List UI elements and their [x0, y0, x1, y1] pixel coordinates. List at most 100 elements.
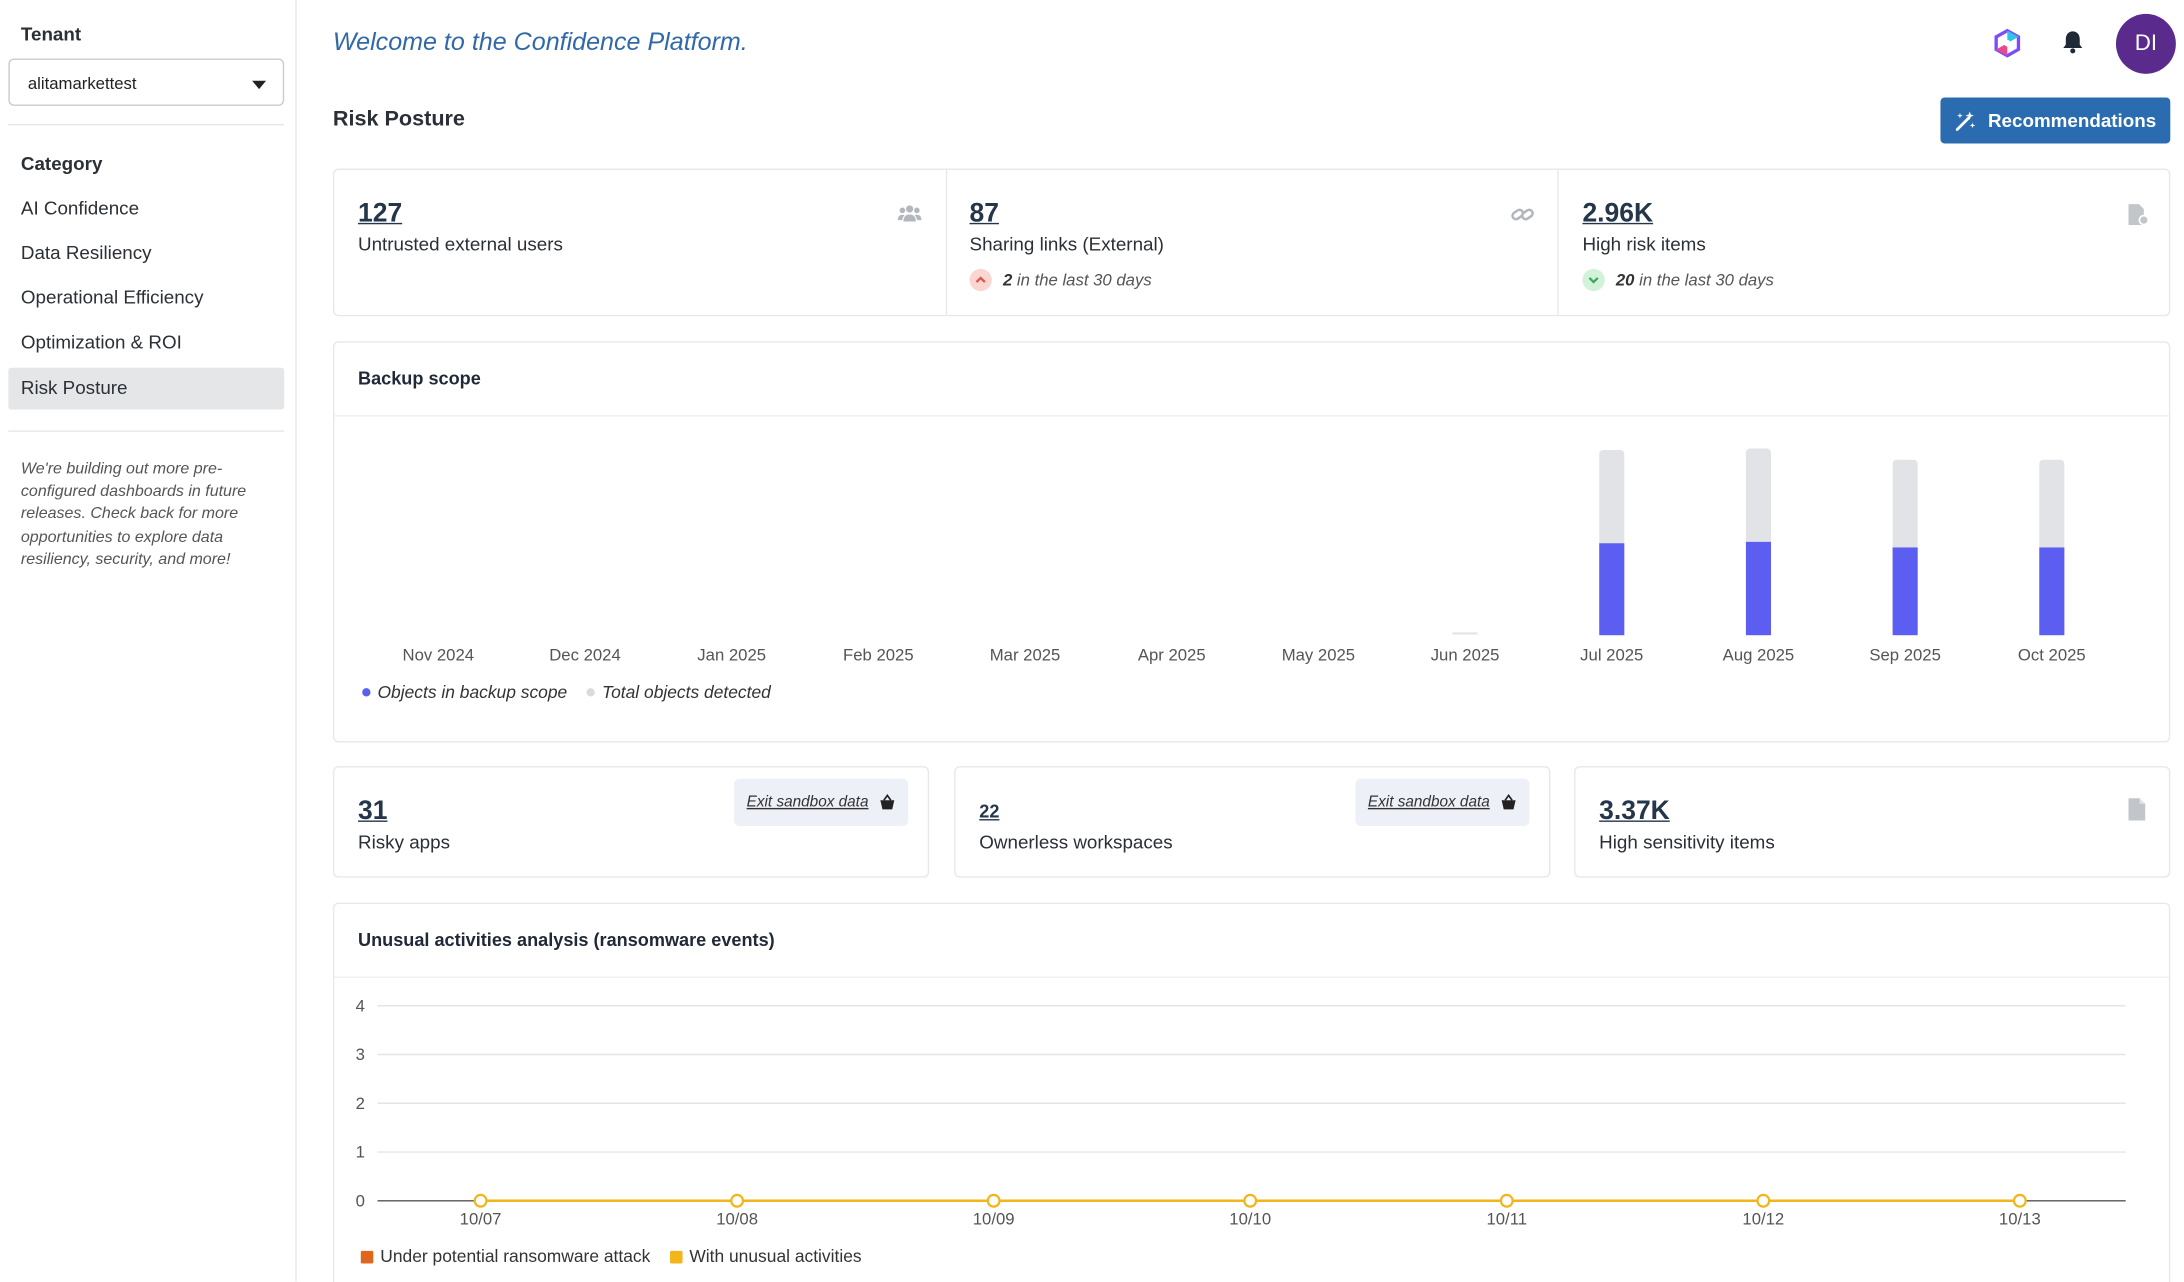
file-icon: [2128, 798, 2146, 821]
legend-item[interactable]: With unusual activities: [669, 1246, 862, 1267]
welcome-message: Welcome to the Confidence Platform.: [332, 27, 748, 56]
kpi-high-risk-delta-value: 20: [1615, 270, 1635, 290]
exit-sandbox-button[interactable]: Exit sandbox data: [734, 778, 909, 827]
x-tick-label: 10/12: [1742, 1209, 1784, 1228]
y-tick-label: 3: [356, 1045, 365, 1064]
y-tick-label: 0: [356, 1191, 365, 1210]
x-tick-label: Jun 2025: [1431, 645, 1500, 664]
x-tick-label: 10/09: [973, 1209, 1015, 1228]
sidebar-item-risk-posture[interactable]: Risk Posture: [8, 367, 285, 410]
x-tick-label: 10/07: [460, 1209, 502, 1228]
x-tick-label: Feb 2025: [843, 645, 914, 664]
backup-scope-card: Backup scope Nov 2024 Dec 2024 Jan 2025 Feb…: [332, 341, 2171, 743]
unusual-activities-legend: Under potential ransomware attack With u…: [360, 1246, 862, 1267]
chevron-down-icon: [252, 80, 267, 90]
x-tick-label: Dec 2024: [549, 645, 621, 664]
avatar[interactable]: DI: [2115, 13, 2176, 74]
sidebar: Tenant alitamarkettest Category AI Confi…: [0, 0, 297, 1282]
exit-sandbox-button[interactable]: Exit sandbox data: [1355, 778, 1531, 827]
unusual-activities-chart: 0 1 2 3 4 10/07 10/08 10/09 10/10 10/11 10/12 10/13: [356, 996, 2126, 1228]
bar-in-scope[interactable]: [1599, 543, 1625, 636]
bar-total[interactable]: [1452, 632, 1478, 635]
x-tick-label: Apr 2025: [1138, 645, 1206, 664]
x-tick-label: 10/08: [716, 1209, 758, 1228]
x-tick-label: 10/10: [1229, 1209, 1271, 1228]
category-label: Category: [20, 153, 103, 175]
legend-checkbox-icon: [360, 1250, 374, 1263]
kpi-risky-apps-value[interactable]: 31: [358, 796, 388, 827]
kpi-sharing-links-delta-text: in the last 30 days: [1016, 270, 1152, 290]
sidebar-note: We're building out more pre-configured d…: [20, 461, 247, 569]
x-tick-label: Jan 2025: [697, 645, 766, 664]
sidebar-item-data-resiliency[interactable]: Data Resiliency: [20, 242, 152, 264]
x-tick-label: Nov 2024: [403, 645, 475, 664]
kpi-ownerless-card: 22 Ownerless workspaces Exit sandbox dat…: [954, 766, 1551, 878]
legend-label: With unusual activities: [689, 1246, 862, 1267]
y-tick-label: 1: [356, 1143, 365, 1162]
x-tick-label: Jul 2025: [1580, 645, 1643, 664]
users-icon: [897, 205, 922, 222]
kpi-high-sensitivity-card: 3.37K High sensitivity items: [1574, 766, 2171, 878]
recommendations-label: Recommendations: [1987, 110, 2157, 131]
legend-item[interactable]: Objects in backup scope: [362, 683, 567, 702]
kpi-divider: [1557, 169, 1559, 315]
kpi-high-sensitivity-label: High sensitivity items: [1599, 831, 1775, 853]
sidebar-item-ai-confidence[interactable]: AI Confidence: [20, 197, 140, 219]
magic-wand-icon: [1955, 110, 1976, 131]
data-point[interactable]: [1243, 1193, 1258, 1208]
basket-icon: [1502, 794, 1517, 810]
backup-scope-legend: Objects in backup scope Total objects de…: [362, 683, 771, 702]
y-tick-label: 2: [356, 1094, 365, 1113]
sidebar-item-optimization-roi[interactable]: Optimization & ROI: [20, 331, 182, 353]
section-divider: [334, 976, 2169, 978]
x-tick-label: 10/13: [1999, 1209, 2041, 1228]
data-point[interactable]: [730, 1193, 745, 1208]
sidebar-divider: [8, 123, 285, 126]
data-point[interactable]: [473, 1193, 488, 1208]
kpi-untrusted-users-value[interactable]: 127: [358, 199, 403, 229]
app-logo-icon[interactable]: [1992, 28, 2023, 59]
recommendations-button[interactable]: Recommendations: [1940, 97, 2171, 144]
legend-item[interactable]: Total objects detected: [586, 683, 771, 702]
backup-scope-title: Backup scope: [358, 367, 481, 389]
data-point[interactable]: [1756, 1193, 1771, 1208]
trend-down-icon: [1582, 268, 1605, 292]
kpi-high-risk-value[interactable]: 2.96K: [1582, 199, 1654, 229]
kpi-divider: [945, 169, 948, 315]
exit-sandbox-label: Exit sandbox data: [1367, 794, 1490, 811]
y-tick-label: 4: [356, 996, 365, 1015]
legend-checkbox-icon: [669, 1250, 683, 1263]
kpi-untrusted-users-label: Untrusted external users: [358, 234, 563, 255]
x-tick-label: Aug 2025: [1723, 645, 1795, 664]
kpi-sharing-links-value[interactable]: 87: [969, 199, 999, 229]
exit-sandbox-label: Exit sandbox data: [746, 794, 869, 811]
bar-in-scope[interactable]: [1892, 547, 1918, 636]
x-tick-label: 10/11: [1486, 1209, 1527, 1228]
tenant-select-value: alitamarkettest: [27, 73, 137, 94]
data-point[interactable]: [2012, 1193, 2027, 1208]
data-point[interactable]: [1499, 1193, 1514, 1208]
kpi-high-sensitivity-value[interactable]: 3.37K: [1599, 796, 1670, 827]
bar-in-scope[interactable]: [1745, 541, 1771, 636]
legend-item[interactable]: Under potential ransomware attack: [360, 1247, 650, 1266]
link-icon: [1511, 208, 1534, 221]
kpi-risky-apps-label: Risky apps: [358, 831, 450, 853]
bell-icon[interactable]: [2059, 28, 2090, 59]
kpi-high-risk-delta: 20 in the last 30 days: [1582, 268, 1774, 292]
kpi-row-top: 127 Untrusted external users 87 Sharing …: [332, 168, 2171, 317]
kpi-sharing-links-delta-value: 2: [1002, 270, 1013, 290]
backup-scope-chart: Nov 2024 Dec 2024 Jan 2025 Feb 2025 Mar 2025…: [403, 448, 2086, 664]
sidebar-divider: [8, 430, 285, 432]
bar-in-scope[interactable]: [2039, 547, 2065, 636]
unusual-activities-title: Unusual activities analysis (ransomware …: [358, 929, 775, 951]
tenant-select[interactable]: alitamarkettest: [8, 58, 285, 106]
data-point[interactable]: [986, 1193, 1001, 1208]
file-alert-icon: [2128, 204, 2150, 226]
kpi-ownerless-label: Ownerless workspaces: [979, 831, 1173, 853]
kpi-ownerless-value[interactable]: 22: [979, 800, 1000, 822]
basket-icon: [881, 794, 895, 810]
kpi-risky-apps-card: 31 Risky apps Exit sandbox data: [332, 766, 930, 878]
tenant-label: Tenant: [20, 23, 82, 45]
sidebar-item-operational-efficiency[interactable]: Operational Efficiency: [20, 286, 204, 308]
x-tick-label: Mar 2025: [990, 645, 1061, 664]
